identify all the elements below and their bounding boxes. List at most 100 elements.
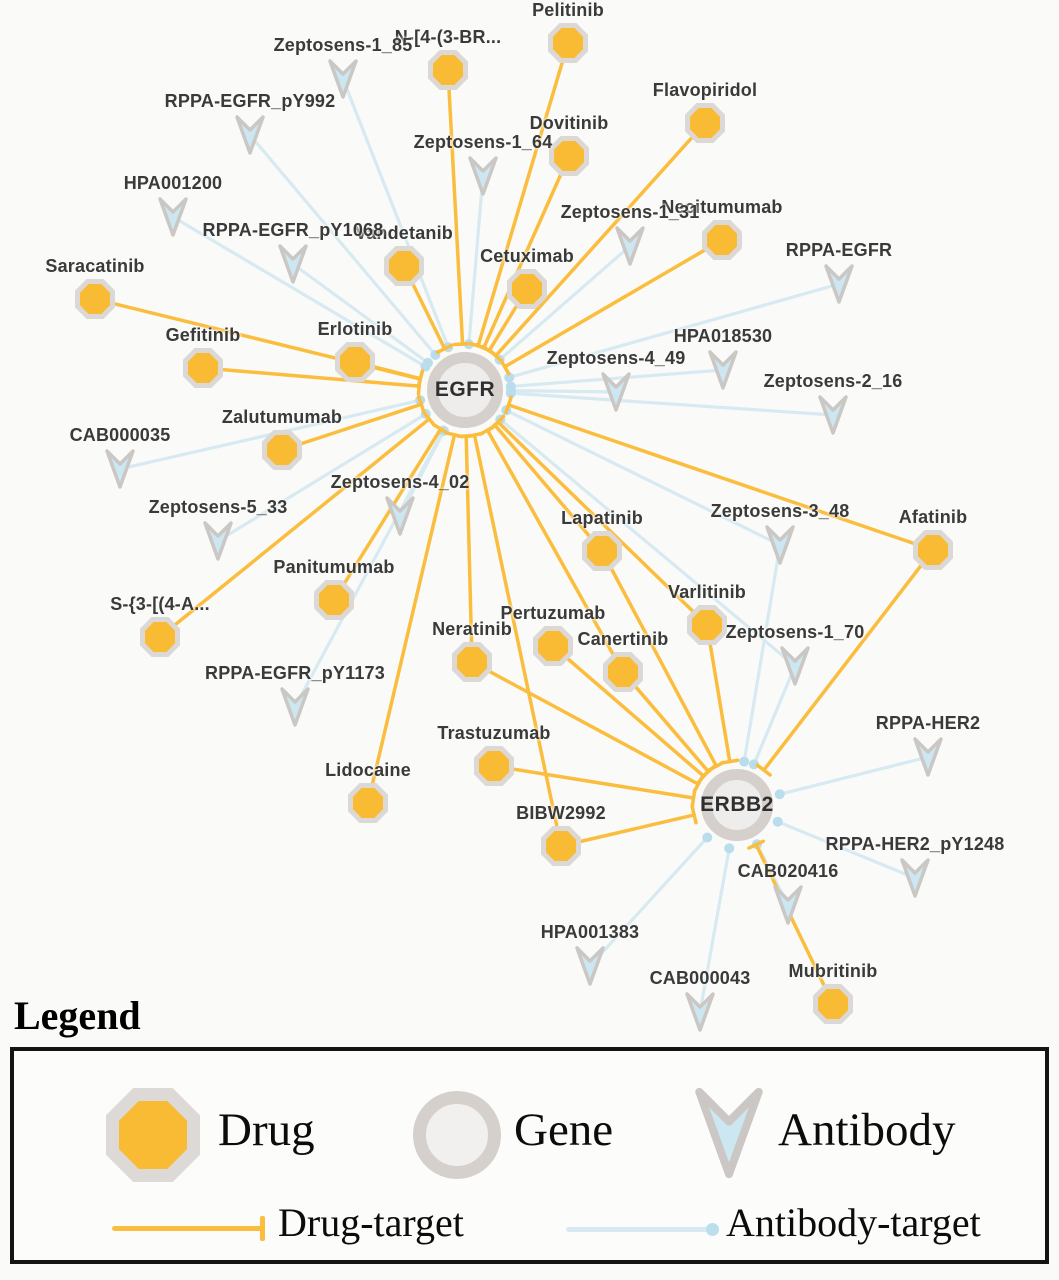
edge-drug-target-s3_4a (158, 417, 432, 639)
drug-node-fill (818, 989, 848, 1019)
drug-node-saracatinib[interactable] (75, 279, 115, 319)
drug-node-n4_3br[interactable] (428, 50, 468, 90)
drug-node-necitumumab[interactable] (702, 220, 742, 260)
antibody-node-cab000043[interactable] (683, 991, 717, 1033)
node-label-hpa001200: HPA001200 (123, 173, 223, 193)
drug-node-flavopiridol[interactable] (685, 103, 725, 143)
drug-node-zalutumumab[interactable] (262, 430, 302, 470)
legend-gene-label: Gene (514, 1104, 614, 1156)
node-label-rppa_egfr_py1068: RPPA-EGFR_pY1068 (202, 220, 384, 240)
edge-drug-target-neratinib (470, 660, 701, 786)
antibody-node-rppa_her2[interactable] (911, 736, 945, 778)
drug-node-lapatinib[interactable] (582, 531, 622, 571)
drug-node-lidocaine[interactable] (348, 783, 388, 823)
edge-drug-target-tick-zalutumumab (417, 394, 426, 414)
antibody-node-zeptosens_1_64[interactable] (466, 155, 500, 197)
edge-drug-target-bibw2992 (472, 433, 563, 848)
antibody-node-hpa018530[interactable] (706, 349, 740, 391)
drug-node-dovitinib[interactable] (549, 136, 589, 176)
edge-drug-target-mubritinib (754, 842, 835, 1006)
node-label-zalutumumab: Zalutumumab (221, 407, 343, 427)
antibody-node-hpa001200[interactable] (156, 196, 190, 238)
node-label-zeptosens_1_64: Zeptosens-1_64 (413, 132, 553, 152)
edge-drug-target-lapatinib (493, 423, 604, 553)
drug-node-fill (918, 535, 948, 565)
legend-box: Drug Gene Antibody Drug-target Antibody-… (10, 1047, 1049, 1264)
drug-node-cetuximab[interactable] (507, 269, 547, 309)
gene-node-egfr[interactable]: EGFR (427, 352, 503, 428)
node-label-zeptosens_1_70: Zeptosens-1_70 (725, 622, 865, 642)
legend-title: Legend (14, 993, 141, 1038)
antibody-node-zeptosens_5_33[interactable] (201, 520, 235, 562)
edge-antibody-target-dot-zeptosens_2_16 (505, 388, 516, 399)
edge-antibody-target-zeptosens_3_48 (742, 543, 782, 764)
drug-node-mubritinib[interactable] (813, 984, 853, 1024)
antibody-chevron-icon (278, 244, 308, 284)
node-label-panitumumab: Panitumumab (273, 557, 395, 577)
drug-node-s3_4a[interactable] (140, 617, 180, 657)
drug-node-trastuzumab[interactable] (474, 746, 514, 786)
edge-drug-target-tick-trastuzumab (690, 788, 697, 808)
antibody-node-rppa_egfr_py1068[interactable] (276, 243, 310, 285)
node-label-flavopiridol: Flavopiridol (652, 80, 758, 100)
edge-drug-target-tick-mubritinib (747, 839, 766, 850)
drug-node-pelitinib[interactable] (548, 23, 588, 63)
antibody-node-zeptosens_1_85[interactable] (326, 58, 360, 100)
edge-drug-target-necitumumab (502, 238, 724, 369)
edge-drug-target-dovitinib (481, 154, 571, 350)
node-label-n4_3br: N-[4-(3-BR... (394, 27, 502, 47)
node-label-zeptosens_5_33: Zeptosens-5_33 (148, 497, 288, 517)
antibody-node-zeptosens_3_48[interactable] (763, 524, 797, 566)
drug-node-canertinib[interactable] (603, 652, 643, 692)
antibody-node-rppa_egfr[interactable] (822, 263, 856, 305)
drug-node-gefitinib[interactable] (183, 348, 223, 388)
drug-node-pertuzumab[interactable] (533, 626, 573, 666)
drug-node-afatinib[interactable] (913, 530, 953, 570)
edge-drug-target-panitumumab (332, 427, 443, 602)
drug-node-fill (479, 751, 509, 781)
antibody-node-zeptosens_4_49[interactable] (599, 371, 633, 413)
legend-antibody-target-line (566, 1227, 710, 1232)
node-label-dovitinib: Dovitinib (529, 113, 609, 133)
edge-antibody-target-rppa_egfr (507, 282, 841, 380)
antibody-node-zeptosens_1_31[interactable] (613, 225, 647, 267)
antibody-node-rppa_egfr_py1173[interactable] (278, 686, 312, 728)
node-label-rppa_egfr: RPPA-EGFR (785, 240, 893, 260)
drug-node-fill (188, 353, 218, 383)
edge-drug-target-tick-afatinib (504, 395, 513, 415)
node-label-zeptosens_3_48: Zeptosens-3_48 (710, 501, 850, 521)
node-label-cetuximab: Cetuximab (480, 246, 574, 266)
drug-node-varlitinib[interactable] (687, 605, 727, 645)
edge-drug-target-canertinib (485, 428, 625, 674)
antibody-node-zeptosens_2_16[interactable] (816, 394, 850, 436)
antibody-node-zeptosens_4_02[interactable] (383, 495, 417, 537)
edge-antibody-target-rppa_her2 (778, 755, 930, 796)
edge-drug-target-n4_3br (446, 68, 465, 346)
drug-node-fill (433, 55, 463, 85)
drug-node-bibw2992[interactable] (541, 826, 581, 866)
antibody-node-cab000035[interactable] (103, 448, 137, 490)
drug-node-panitumumab[interactable] (314, 580, 354, 620)
edge-drug-target-tick-bibw2992 (464, 431, 485, 439)
drug-node-vandetanib[interactable] (384, 246, 424, 286)
drug-node-neratinib[interactable] (452, 642, 492, 682)
drug-node-fill (608, 657, 638, 687)
edge-antibody-target-dot-zeptosens_3_48 (739, 756, 750, 767)
gene-node-erbb2[interactable]: ERBB2 (700, 769, 773, 841)
legend-antibody-label: Antibody (778, 1104, 956, 1156)
drug-target-edges (93, 41, 935, 1006)
antibody-node-rppa_her2_py1248[interactable] (898, 857, 932, 899)
antibody-node-zeptosens_1_70[interactable] (778, 645, 812, 687)
antibody-node-rppa_egfr_py992[interactable] (233, 114, 267, 156)
antibody-chevron-icon (818, 395, 848, 435)
node-label-hpa001383: HPA001383 (540, 922, 640, 942)
edge-antibody-target-zeptosens_5_33 (216, 412, 428, 543)
edge-drug-target-flavopiridol (494, 121, 707, 358)
antibody-node-cab020416[interactable] (771, 884, 805, 926)
edge-drug-target-tick-afatinib (755, 763, 772, 777)
drug-node-erlotinib[interactable] (335, 342, 375, 382)
node-label-mubritinib: Mubritinib (788, 961, 878, 981)
drug-node-fill (553, 28, 583, 58)
antibody-node-hpa001383[interactable] (573, 945, 607, 987)
edge-drug-target-varlitinib (705, 623, 732, 764)
